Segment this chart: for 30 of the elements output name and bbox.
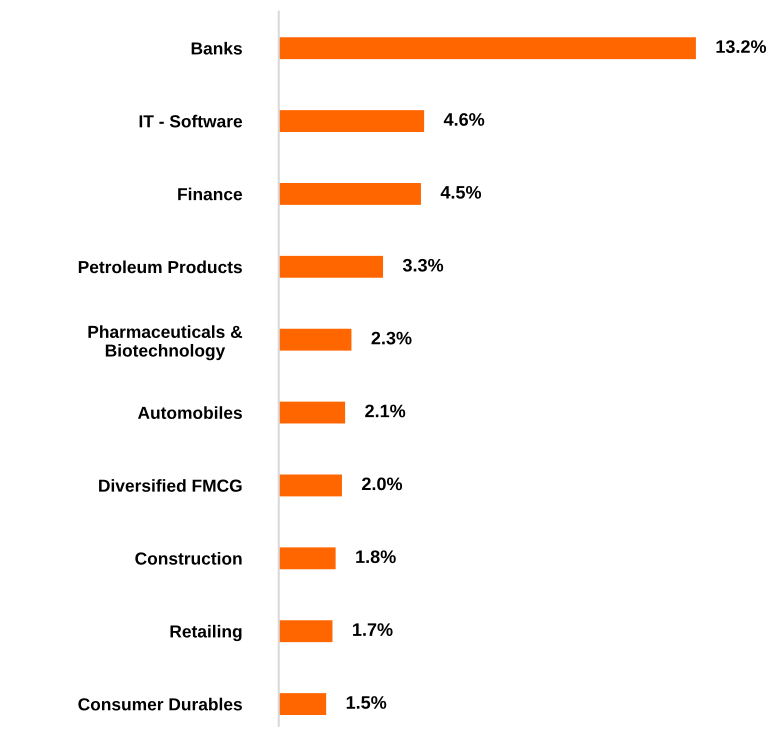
data-label: 2.3%: [372, 332, 412, 345]
y-tick-label: Banks: [192, 42, 242, 55]
bar: [278, 37, 696, 60]
data-label: 1.8%: [356, 550, 396, 564]
y-tick-label: Pharmaceuticals & Biotechnology: [88, 325, 242, 360]
bar: [278, 328, 352, 351]
bar: [278, 402, 346, 424]
data-label: 1.7%: [353, 623, 393, 636]
y-tick-label: Construction: [135, 552, 242, 565]
data-label: 13.2%: [716, 40, 766, 54]
bar: [278, 256, 384, 278]
y-tick-label: IT - Software: [140, 114, 242, 128]
data-label: 2.0%: [362, 477, 402, 490]
data-label: 4.5%: [440, 186, 482, 199]
y-tick-label: Automobiles: [138, 406, 242, 419]
data-label: 1.5%: [346, 696, 386, 709]
y-tick-label: Diversified FMCG: [99, 479, 242, 492]
data-label: 4.6%: [444, 113, 484, 126]
y-tick-label: Retailing: [170, 624, 242, 642]
bar: [278, 110, 424, 132]
bar: [278, 474, 342, 496]
data-label: 3.3%: [402, 258, 444, 272]
y-tick-label: Finance: [178, 188, 242, 200]
bar: [278, 693, 326, 715]
y-tick-label: Consumer Durables: [78, 698, 242, 710]
data-label: 2.1%: [365, 404, 406, 418]
bar: [278, 547, 336, 570]
bar: [278, 620, 332, 642]
y-tick-label: Petroleum Products: [78, 260, 242, 274]
bar: [278, 182, 421, 205]
